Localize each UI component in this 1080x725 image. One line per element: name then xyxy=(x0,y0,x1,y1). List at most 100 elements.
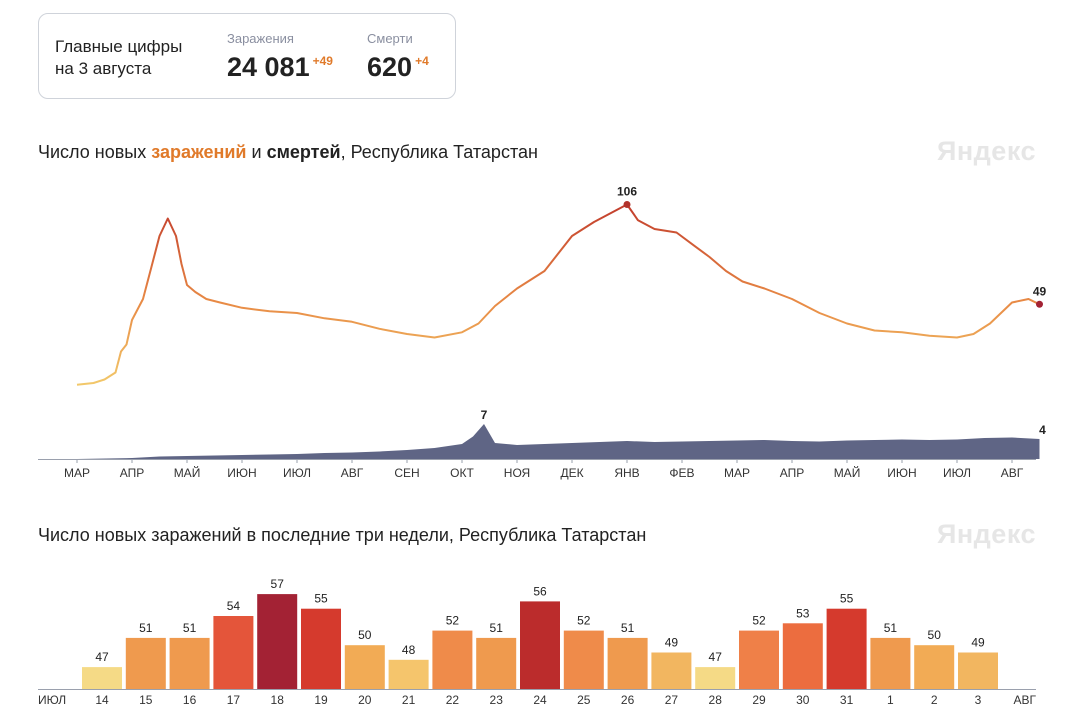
bar-category-label: 14 xyxy=(95,693,109,707)
chart1-title: Число новых заражений и смертей, Республ… xyxy=(38,142,538,163)
bar xyxy=(82,667,122,689)
bar-value-label: 48 xyxy=(402,643,416,657)
bar xyxy=(476,637,517,689)
x-tick-label: ЯНВ xyxy=(614,466,639,480)
x-tick-label: МАЙ xyxy=(834,465,861,480)
bar-value-label: 55 xyxy=(840,592,854,606)
bar xyxy=(739,630,779,689)
bar-value-label: 52 xyxy=(752,614,766,628)
bar-value-label: 51 xyxy=(183,621,197,635)
bar-category-label: 18 xyxy=(271,693,285,707)
summary-heading: Главные цифры на 3 августа xyxy=(55,37,183,78)
x-tick-label: ИЮН xyxy=(227,466,256,480)
bar-category-label: 19 xyxy=(314,693,328,707)
bar-value-label: 51 xyxy=(884,621,898,635)
bar xyxy=(169,637,210,689)
bar-category-label: 31 xyxy=(840,693,854,707)
infections-last-label: 49 xyxy=(1033,284,1047,298)
bar-category-label: 22 xyxy=(446,693,460,707)
x-tick-label: МАР xyxy=(724,466,750,480)
bar-value-label: 50 xyxy=(358,628,372,642)
bar xyxy=(432,630,473,689)
bar-category-label: 30 xyxy=(796,693,810,707)
deaths-value: 620 xyxy=(367,52,413,82)
bar xyxy=(520,601,560,689)
x-tick-label: ИЮЛ xyxy=(943,466,971,480)
x-tick-label: МАР xyxy=(64,466,90,480)
bar-category-label: 16 xyxy=(183,693,197,707)
bar xyxy=(914,645,955,689)
deaths-delta: +4 xyxy=(415,54,429,68)
bar-value-label: 56 xyxy=(533,584,547,598)
x-tick-label: НОЯ xyxy=(504,466,530,480)
bar xyxy=(826,608,867,689)
bar-category-label: 25 xyxy=(577,693,591,707)
x-tick-label: ОКТ xyxy=(450,466,474,480)
cases-delta: +49 xyxy=(312,54,333,68)
infections-peak-dot xyxy=(623,201,631,208)
bar-value-label: 50 xyxy=(928,628,942,642)
bar xyxy=(870,637,911,689)
infections-last-dot xyxy=(1036,300,1043,308)
bar-category-label: 20 xyxy=(358,693,372,707)
bar xyxy=(651,652,692,689)
cases-stat: Заражения 24 081 +49 xyxy=(227,31,333,83)
bar-end-month-label: АВГ xyxy=(1013,693,1036,707)
bar-value-label: 52 xyxy=(446,614,460,628)
bar xyxy=(607,637,648,689)
bar xyxy=(388,659,429,689)
bar xyxy=(213,616,254,689)
bar-value-label: 55 xyxy=(314,592,328,606)
bar xyxy=(695,667,736,689)
bar xyxy=(782,623,823,689)
bar-category-label: 1 xyxy=(887,693,894,707)
x-tick-label: ДЕК xyxy=(560,466,583,480)
bar-category-label: 27 xyxy=(665,693,679,707)
bar-value-label: 47 xyxy=(709,650,723,664)
bar-value-label: 54 xyxy=(227,599,241,613)
x-tick-label: АВГ xyxy=(341,466,364,480)
bar-category-label: 2 xyxy=(931,693,938,707)
bar-category-label: 3 xyxy=(975,693,982,707)
summary-card: Главные цифры на 3 августа Заражения 24 … xyxy=(38,13,456,99)
bar-category-label: 15 xyxy=(139,693,153,707)
deaths-stat: Смерти 620 +4 xyxy=(367,31,429,83)
bar xyxy=(344,645,385,689)
watermark-logo: Яндекс xyxy=(936,136,1036,166)
bar-value-label: 53 xyxy=(796,606,810,620)
bar-category-label: 21 xyxy=(402,693,416,707)
bar-start-month-label: ИЮЛ xyxy=(38,693,66,707)
chart1-title-mid: и xyxy=(246,142,267,162)
x-tick-label: СЕН xyxy=(394,466,419,480)
chart2-title: Число новых заражений в последние три не… xyxy=(38,525,647,545)
bar-value-label: 51 xyxy=(139,621,153,635)
bar xyxy=(958,652,998,689)
deaths-area xyxy=(77,424,1040,459)
bar-value-label: 57 xyxy=(271,577,285,591)
chart1-title-prefix: Число новых xyxy=(38,142,152,162)
bar-value-label: 49 xyxy=(665,636,679,650)
bar-category-label: 23 xyxy=(490,693,504,707)
chart1-title-suffix: , Республика Татарстан xyxy=(340,142,538,162)
infections-line xyxy=(76,203,1040,386)
bar-category-label: 29 xyxy=(752,693,766,707)
x-tick-label: АПР xyxy=(120,466,145,480)
x-tick-label: АПР xyxy=(780,466,805,480)
bar-value-label: 49 xyxy=(971,636,985,650)
chart1-title-infections: заражений xyxy=(151,142,247,162)
x-tick-label: ИЮЛ xyxy=(283,466,311,480)
watermark-logo-2: Яндекс xyxy=(936,519,1036,549)
bar xyxy=(563,630,604,689)
bar-category-label: 17 xyxy=(227,693,241,707)
bar-value-label: 51 xyxy=(490,621,504,635)
bar-value-label: 47 xyxy=(95,650,109,664)
x-tick-label: АВГ xyxy=(1001,466,1024,480)
bar xyxy=(125,637,166,689)
cases-label: Заражения xyxy=(227,31,294,46)
bar xyxy=(301,608,341,689)
deaths-label: Смерти xyxy=(367,31,413,46)
x-tick-label: МАЙ xyxy=(174,465,201,480)
bar-category-label: 26 xyxy=(621,693,635,707)
x-tick-label: ФЕВ xyxy=(669,466,694,480)
